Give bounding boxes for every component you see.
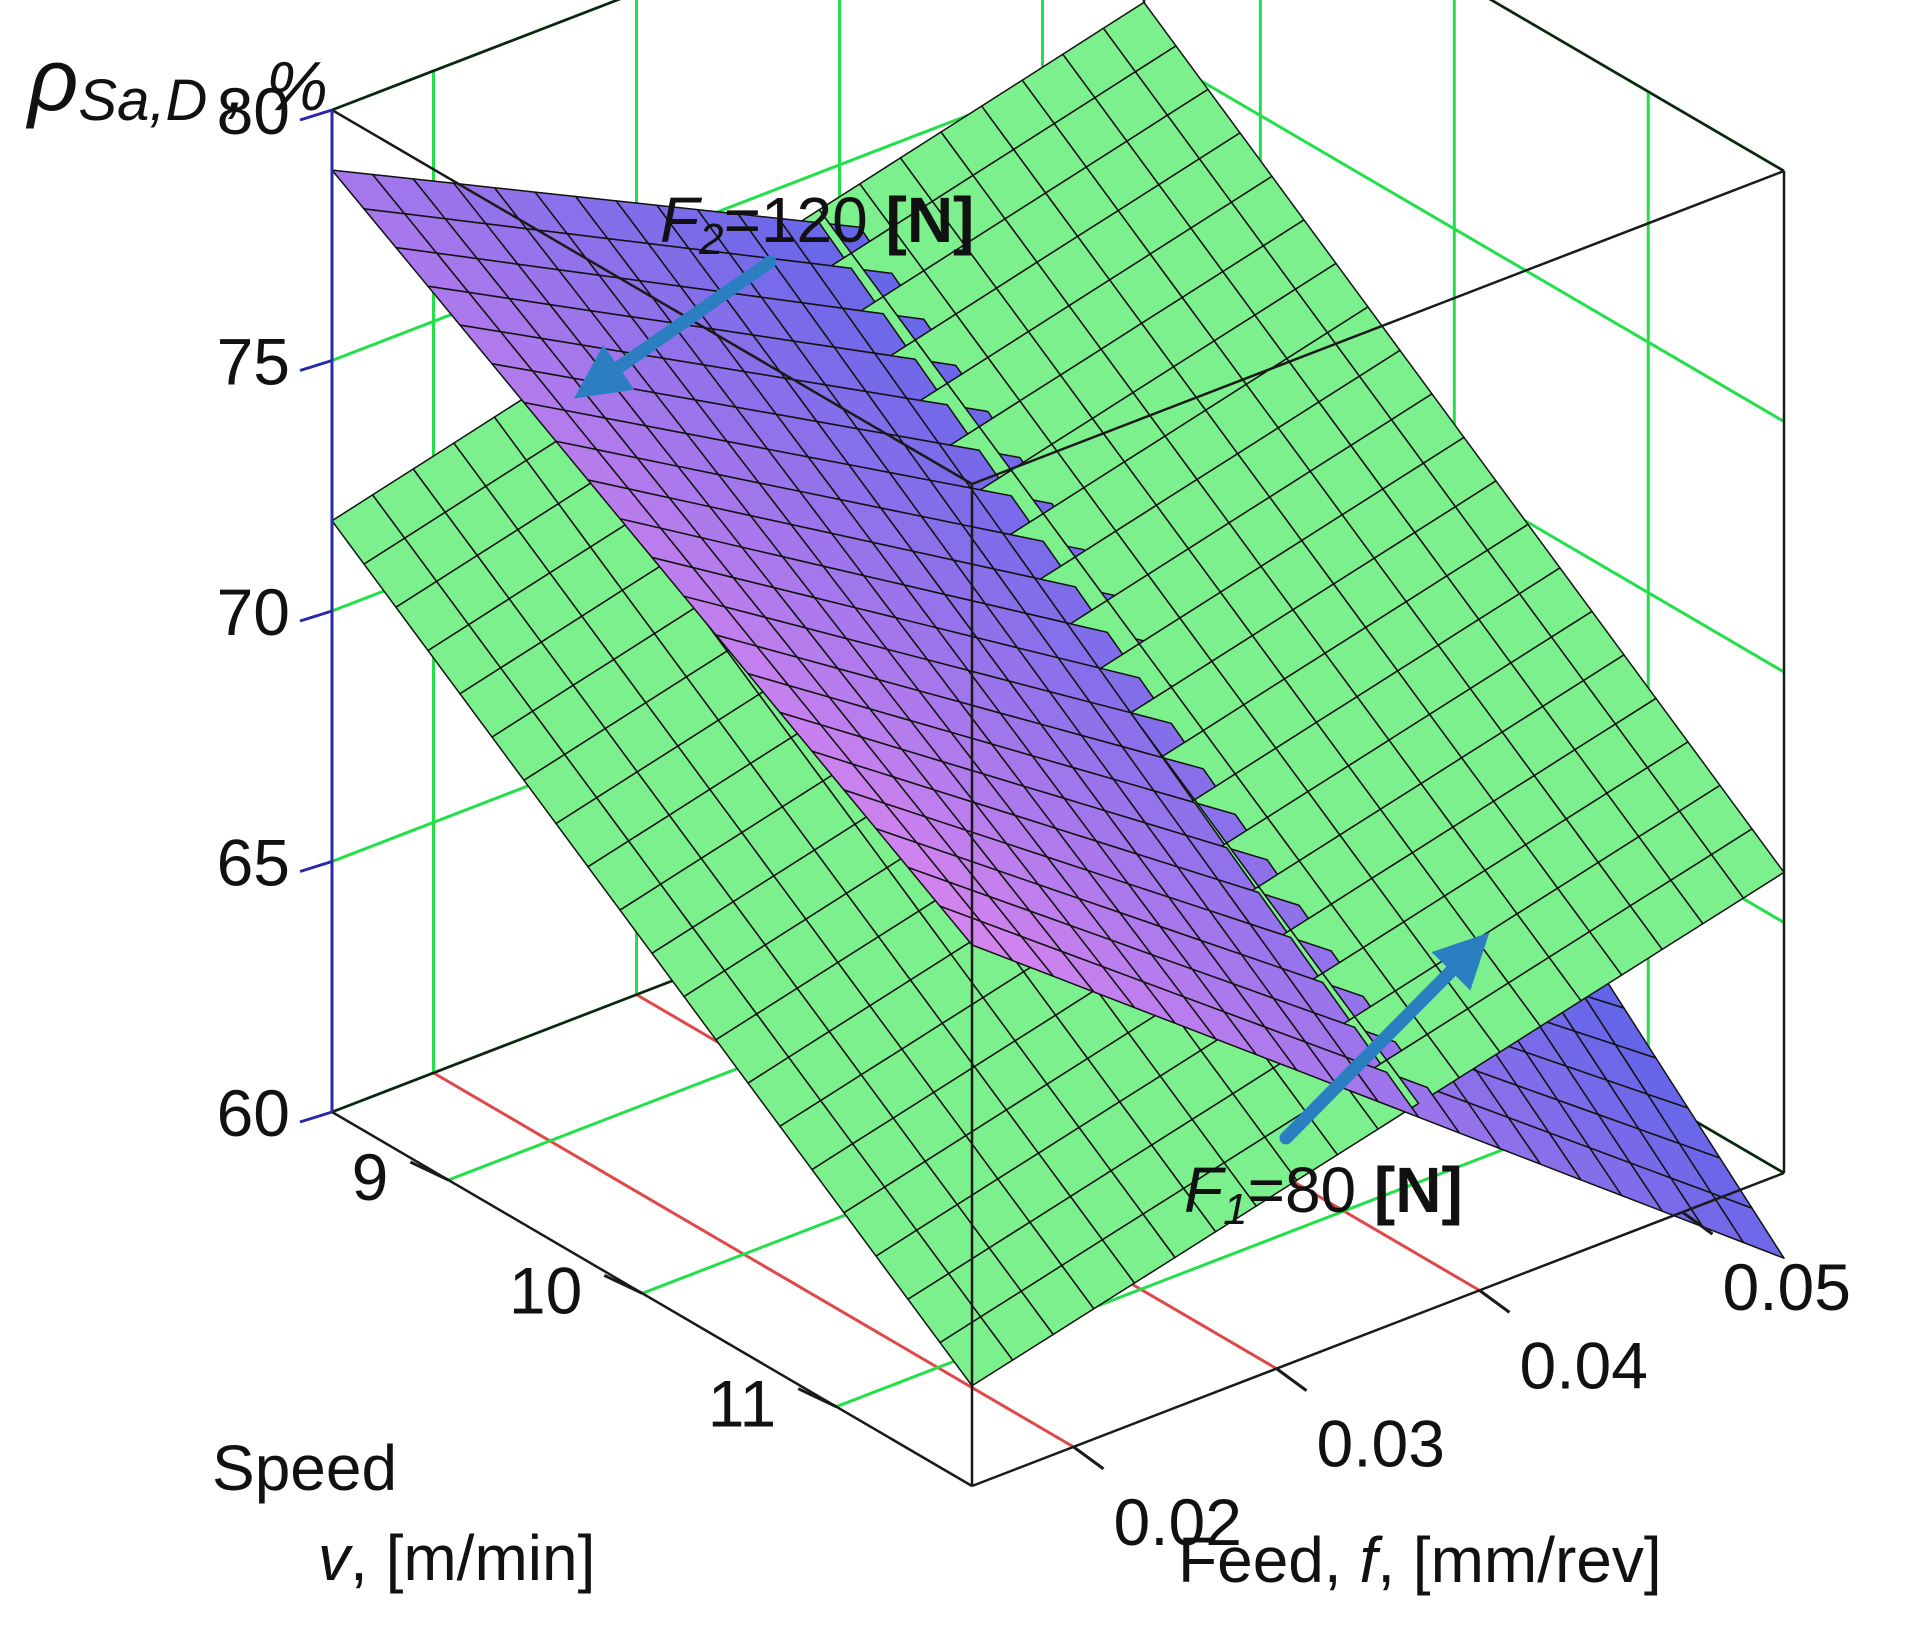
annotation-f1-var: F — [1184, 1154, 1227, 1226]
annotation-f2-text: =120 — [724, 184, 886, 256]
x-tick-0.04: 0.04 — [1520, 1328, 1648, 1402]
surface-f2-cell — [939, 905, 1014, 962]
y-axis-label-suffix: , [m/min] — [350, 1522, 595, 1594]
x-tick-0.03: 0.03 — [1317, 1407, 1445, 1481]
z-tick-70: 70 — [217, 575, 290, 649]
box-edge-bottom-feed — [971, 1171, 1785, 1488]
annotation-f2-unit: [N] — [886, 184, 975, 256]
x-axis-label-prefix: Feed, — [1178, 1524, 1359, 1596]
z-tick-80: 80 — [217, 74, 290, 148]
z-tick-75: 75 — [217, 325, 290, 399]
z-tick-mark-65 — [299, 860, 333, 873]
z-axis-label-symbol: ρ — [25, 30, 78, 129]
x-tick-0.02: 0.02 — [1114, 1485, 1242, 1559]
y-tick-mark-9 — [409, 1160, 450, 1182]
y-tick-10: 10 — [509, 1253, 582, 1327]
y-axis-label-var: v — [318, 1522, 354, 1594]
x-axis-label-suffix: , [mm/rev] — [1377, 1524, 1661, 1596]
x-tick-mark-0.02 — [1072, 1445, 1105, 1471]
y-tick-11: 11 — [708, 1367, 777, 1441]
annotation-f1-sub: 1 — [1223, 1185, 1247, 1234]
box-edge-left-top — [331, 108, 973, 486]
x-tick-mark-0.05 — [1681, 1210, 1714, 1236]
annotation-f2-sub: 2 — [698, 215, 723, 264]
y-axis-label-line1: Speed — [212, 1432, 397, 1504]
annotation-f1-text: =80 — [1248, 1154, 1374, 1226]
z-tick-mark-75 — [299, 359, 333, 372]
box-edge-back-top — [331, 0, 621, 112]
y-tick-9: 9 — [352, 1140, 389, 1214]
front-edges — [331, 108, 1786, 1488]
z-tick-65: 65 — [217, 826, 290, 900]
z-tick-mark-60 — [299, 1110, 333, 1124]
z-axis-label: ρSa,D , % — [25, 30, 328, 133]
box-edge-front-top — [971, 169, 1785, 486]
y-tick-mark-10 — [603, 1273, 643, 1295]
x-axis-label: Feed, f, [mm/rev] — [1178, 1524, 1662, 1596]
annotation-f1-label: F1=80 [N] — [1184, 1154, 1463, 1234]
tick-marks — [299, 108, 1714, 1471]
annotation-f1-unit: [N] — [1374, 1154, 1463, 1226]
z-axis-label-suffix: , % — [207, 47, 328, 125]
surfaces — [331, 1, 1785, 1387]
annotation-f2-var: F — [660, 184, 703, 256]
annotation-f2-label: F2=120 [N] — [660, 184, 974, 264]
annotation-f1-arrow — [1279, 932, 1490, 1145]
z-tick-mark-70 — [299, 609, 333, 623]
z-axis-label-subscript: Sa,D — [78, 68, 207, 133]
box-edge-right-top — [1488, 0, 1785, 173]
x-tick-mark-0.04 — [1478, 1289, 1511, 1314]
z-tick-mark-80 — [299, 108, 333, 122]
y-axis-label-line2: v, [m/min] — [318, 1522, 595, 1594]
floor-line-feed-0 — [432, 1071, 1075, 1449]
surface-f1-cell — [939, 1316, 1014, 1387]
x-tick-mark-0.03 — [1275, 1367, 1308, 1392]
y-tick-mark-11 — [797, 1387, 837, 1409]
x-tick-0.05: 0.05 — [1723, 1250, 1851, 1324]
annotation-f2-arrow — [574, 255, 777, 399]
right-wall-hline-3 — [1143, 46, 1785, 423]
z-tick-60: 60 — [217, 1076, 290, 1150]
